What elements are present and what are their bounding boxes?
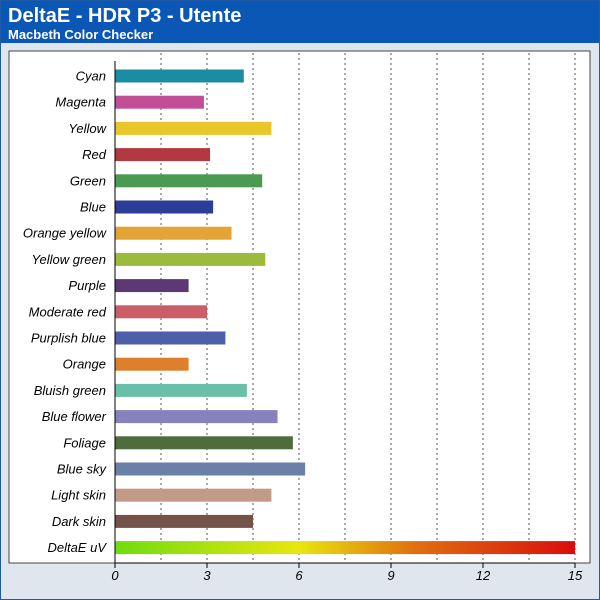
bar-dark-skin [115,514,253,528]
bar-red [115,148,211,162]
bar-blue-sky [115,462,306,476]
x-tick-label: 3 [203,568,211,583]
bar-light-skin [115,488,272,502]
bar-blue [115,200,214,214]
bar-yellow-green [115,252,266,266]
chart-header: DeltaE - HDR P3 - Utente Macbeth Color C… [1,1,599,43]
category-label: Magenta [55,95,106,110]
category-label: Cyan [76,69,106,84]
category-label: Orange yellow [23,226,108,241]
category-label: Purple [68,278,106,293]
category-label: Dark skin [52,514,106,529]
category-label: DeltaE uV [47,540,107,555]
category-label: Bluish green [34,383,106,398]
category-label: Red [82,147,107,162]
x-tick-label: 12 [476,568,491,583]
bar-deltae-uv [115,541,575,555]
chart-subtitle: Macbeth Color Checker [8,27,154,42]
category-label: Yellow [68,121,107,136]
bar-blue-flower [115,410,278,424]
bar-orange-yellow [115,226,232,240]
bar-yellow [115,121,272,135]
chart-title: DeltaE - HDR P3 - Utente [8,5,242,27]
x-tick-label: 6 [295,568,303,583]
category-label: Blue [80,200,106,215]
category-label: Blue flower [42,409,107,424]
category-label: Yellow green [32,252,106,267]
category-label: Green [70,173,106,188]
x-tick-label: 15 [568,568,583,583]
category-label: Moderate red [29,304,107,319]
category-label: Purplish blue [31,331,106,346]
bar-cyan [115,69,244,83]
plot-area [8,50,591,564]
x-tick-label: 9 [387,568,394,583]
x-tick-label: 0 [111,568,119,583]
bar-orange [115,357,189,371]
bar-purplish-blue [115,331,226,345]
category-label: Light skin [51,488,106,503]
category-label: Foliage [63,435,106,450]
bar-green [115,174,263,188]
bar-purple [115,279,189,293]
bar-bluish-green [115,383,247,397]
category-label: Blue sky [57,462,108,477]
bar-foliage [115,436,293,450]
bar-magenta [115,95,204,109]
bar-moderate-red [115,305,207,319]
category-label: Orange [63,357,106,372]
